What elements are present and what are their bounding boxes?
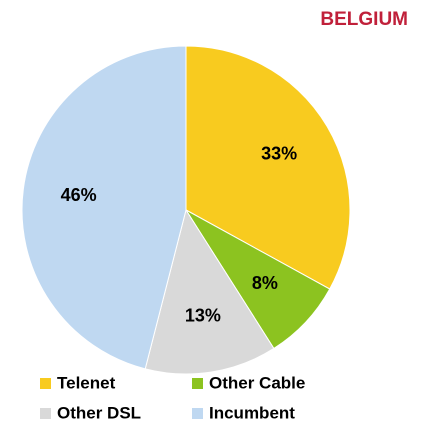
legend-swatch bbox=[192, 408, 203, 419]
pie-slice bbox=[144, 208, 275, 375]
data-label: 33% bbox=[261, 144, 297, 164]
legend-label: Telenet bbox=[57, 373, 116, 392]
pie-slice bbox=[21, 45, 187, 370]
pie-slice bbox=[185, 45, 351, 290]
data-label: 13% bbox=[185, 306, 221, 326]
data-label: 8% bbox=[252, 273, 278, 293]
legend-swatch bbox=[40, 408, 51, 419]
data-label: 46% bbox=[61, 185, 97, 205]
legend-swatch bbox=[192, 378, 203, 389]
legend-label: Other DSL bbox=[57, 403, 141, 422]
chart-title: BELGIUM bbox=[320, 9, 408, 30]
legend-label: Other Cable bbox=[209, 373, 305, 392]
legend-label: Incumbent bbox=[209, 403, 295, 422]
legend-swatch bbox=[40, 378, 51, 389]
